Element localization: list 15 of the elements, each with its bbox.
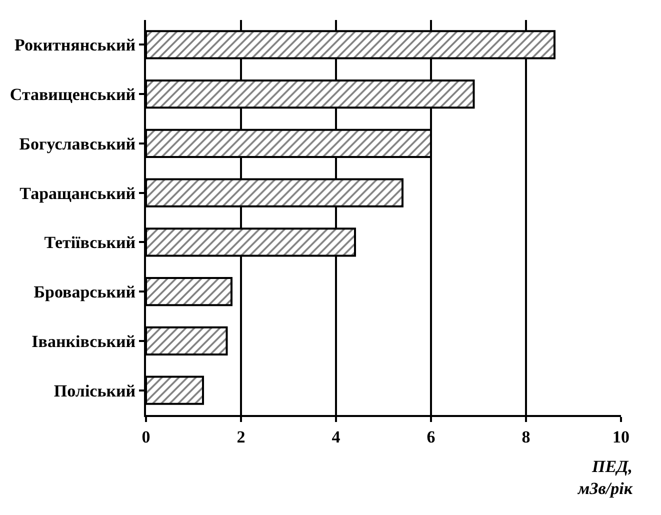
x-tick-label: 2 bbox=[236, 427, 246, 446]
y-tick-label: Богуславський bbox=[19, 134, 136, 154]
x-tick-label: 0 bbox=[142, 427, 150, 446]
y-tick-label: Іванківський bbox=[32, 332, 136, 351]
y-tick-label: Броварський bbox=[34, 282, 136, 302]
y-tick-label: Таращанський bbox=[20, 184, 136, 203]
x-tick-label: 4 bbox=[332, 427, 341, 446]
y-tick-label: Тетіївський bbox=[44, 233, 136, 252]
y-tick-label: Рокитнянський bbox=[14, 36, 136, 55]
x-axis-title: ПЕД, мЗв/рік bbox=[577, 457, 633, 498]
y-tick-label: Поліський bbox=[54, 381, 136, 400]
x-tick-label: 10 bbox=[612, 427, 630, 446]
y-tick-label: Ставищенський bbox=[10, 85, 136, 104]
x-tick-label: 8 bbox=[522, 427, 530, 446]
x-tick-label: 6 bbox=[426, 427, 436, 446]
